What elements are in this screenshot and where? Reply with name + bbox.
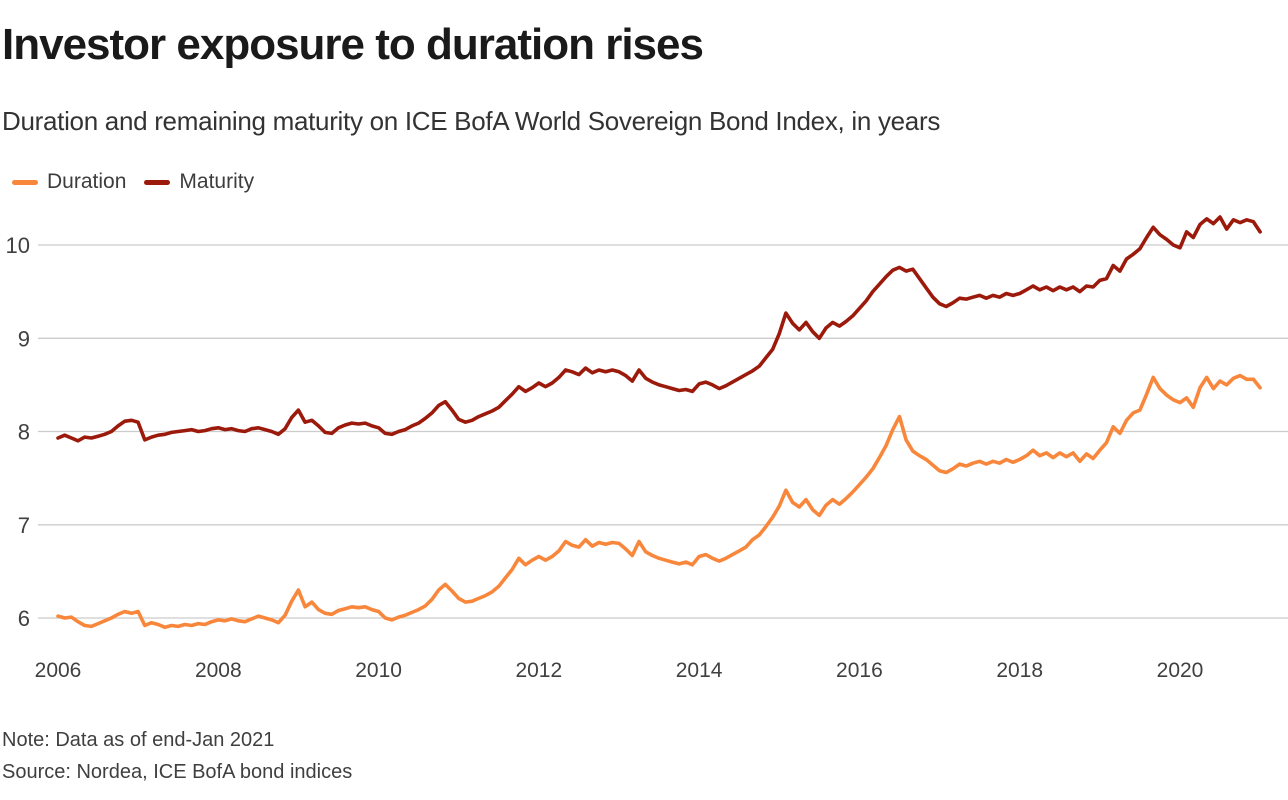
chart-legend: Duration Maturity <box>12 170 254 194</box>
maturity-line <box>56 215 1262 443</box>
x-tick-label: 2008 <box>195 659 242 682</box>
y-tick-label: 10 <box>6 233 30 258</box>
y-tick-label: 8 <box>18 420 30 445</box>
legend-item-duration: Duration <box>12 170 126 194</box>
x-tick-label: 2016 <box>836 659 883 682</box>
chart-note: Note: Data as of end-Jan 2021 <box>2 729 275 751</box>
legend-label-duration: Duration <box>47 170 127 193</box>
duration-swatch-icon <box>12 179 38 185</box>
x-tick-label: 2014 <box>676 659 723 682</box>
legend-label-maturity: Maturity <box>179 170 255 193</box>
x-tick-label: 2020 <box>1157 659 1204 682</box>
legend-item-maturity: Maturity <box>144 170 254 194</box>
duration-line <box>56 373 1262 630</box>
x-tick-label: 2006 <box>35 659 82 682</box>
chart-source: Source: Nordea, ICE BofA bond indices <box>2 761 353 783</box>
y-tick-label: 6 <box>18 606 30 631</box>
chart-subtitle: Duration and remaining maturity on ICE B… <box>2 106 941 136</box>
x-tick-label: 2010 <box>355 659 402 682</box>
y-tick-label: 9 <box>18 326 30 351</box>
x-tick-label: 2018 <box>996 659 1043 682</box>
page-title: Investor exposure to duration rises <box>2 20 704 69</box>
line-chart: 6 7 8 9 10 2006 2008 2010 2012 2014 2016 2018 2020 <box>6 215 1288 682</box>
x-tick-label: 2012 <box>515 659 562 682</box>
maturity-swatch-icon <box>144 179 171 185</box>
y-tick-label: 7 <box>18 513 30 538</box>
